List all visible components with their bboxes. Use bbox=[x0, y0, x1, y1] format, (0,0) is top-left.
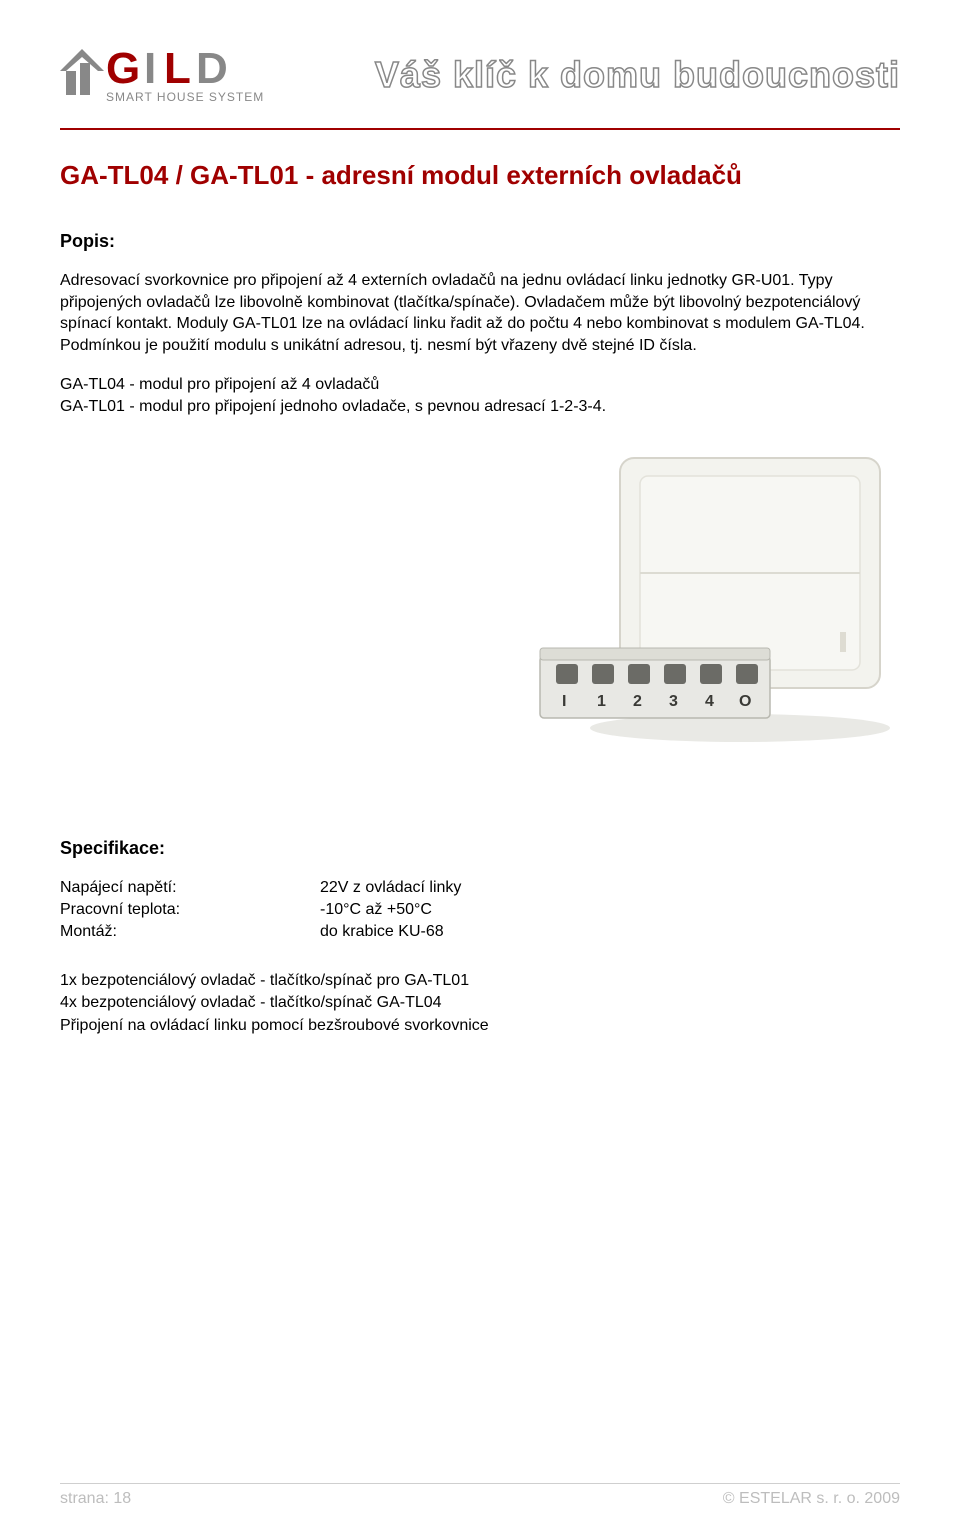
svg-text:L: L bbox=[164, 44, 191, 93]
header-tagline: Váš klíč k domu budoucnosti bbox=[375, 54, 900, 96]
spec-row: Napájecí napětí: 22V z ovládací linky bbox=[60, 877, 900, 899]
svg-text:G: G bbox=[106, 44, 140, 93]
page-footer: strana: 18 © ESTELAR s. r. o. 2009 bbox=[60, 1483, 900, 1508]
spec-label: Montáž: bbox=[60, 921, 320, 943]
svg-text:O: O bbox=[739, 693, 751, 710]
svg-text:4: 4 bbox=[705, 693, 714, 710]
spec-heading: Specifikace: bbox=[60, 838, 900, 859]
spec-value: do krabice KU-68 bbox=[320, 921, 900, 943]
svg-text:1: 1 bbox=[597, 693, 606, 710]
spec-value: -10°C až +50°C bbox=[320, 899, 900, 921]
spec-value: 22V z ovládací linky bbox=[320, 877, 900, 899]
svg-text:I: I bbox=[144, 44, 156, 93]
popis-heading: Popis: bbox=[60, 231, 900, 252]
product-image: I 1 2 3 4 bbox=[60, 448, 900, 748]
spec-row: Pracovní teplota: -10°C až +50°C bbox=[60, 899, 900, 921]
note-line: 1x bezpotenciálový ovladač - tlačítko/sp… bbox=[60, 970, 900, 992]
product-svg: I 1 2 3 4 bbox=[480, 448, 900, 748]
spec-label: Pracovní teplota: bbox=[60, 899, 320, 921]
popis-paragraph-1: Adresovací svorkovnice pro připojení až … bbox=[60, 270, 900, 356]
footer-page: strana: 18 bbox=[60, 1490, 131, 1508]
footer-rule bbox=[60, 1483, 900, 1484]
page-header: G I L D SMART HOUSE SYSTEM Váš klíč k do… bbox=[60, 30, 900, 120]
page-title: GA-TL04 / GA-TL01 - adresní modul extern… bbox=[60, 160, 900, 191]
logo-subtext: SMART HOUSE SYSTEM bbox=[106, 90, 264, 104]
header-rule bbox=[60, 128, 900, 130]
note-line: 4x bezpotenciálový ovladač - tlačítko/sp… bbox=[60, 992, 900, 1014]
svg-text:I: I bbox=[562, 693, 566, 710]
logo-svg: G I L D SMART HOUSE SYSTEM bbox=[60, 35, 280, 115]
popis-paragraph-2: GA-TL04 - modul pro připojení až 4 ovlad… bbox=[60, 374, 900, 396]
notes-block: 1x bezpotenciálový ovladač - tlačítko/sp… bbox=[60, 970, 900, 1037]
svg-text:D: D bbox=[196, 44, 228, 93]
svg-text:3: 3 bbox=[669, 693, 678, 710]
brand-logo: G I L D SMART HOUSE SYSTEM bbox=[60, 35, 280, 115]
note-line: Připojení na ovládací linku pomocí bezšr… bbox=[60, 1015, 900, 1037]
spec-table: Napájecí napětí: 22V z ovládací linky Pr… bbox=[60, 877, 900, 944]
spec-label: Napájecí napětí: bbox=[60, 877, 320, 899]
spec-row: Montáž: do krabice KU-68 bbox=[60, 921, 900, 943]
footer-copyright: © ESTELAR s. r. o. 2009 bbox=[723, 1490, 900, 1508]
svg-text:2: 2 bbox=[633, 693, 642, 710]
popis-paragraph-3: GA-TL01 - modul pro připojení jednoho ov… bbox=[60, 396, 900, 418]
